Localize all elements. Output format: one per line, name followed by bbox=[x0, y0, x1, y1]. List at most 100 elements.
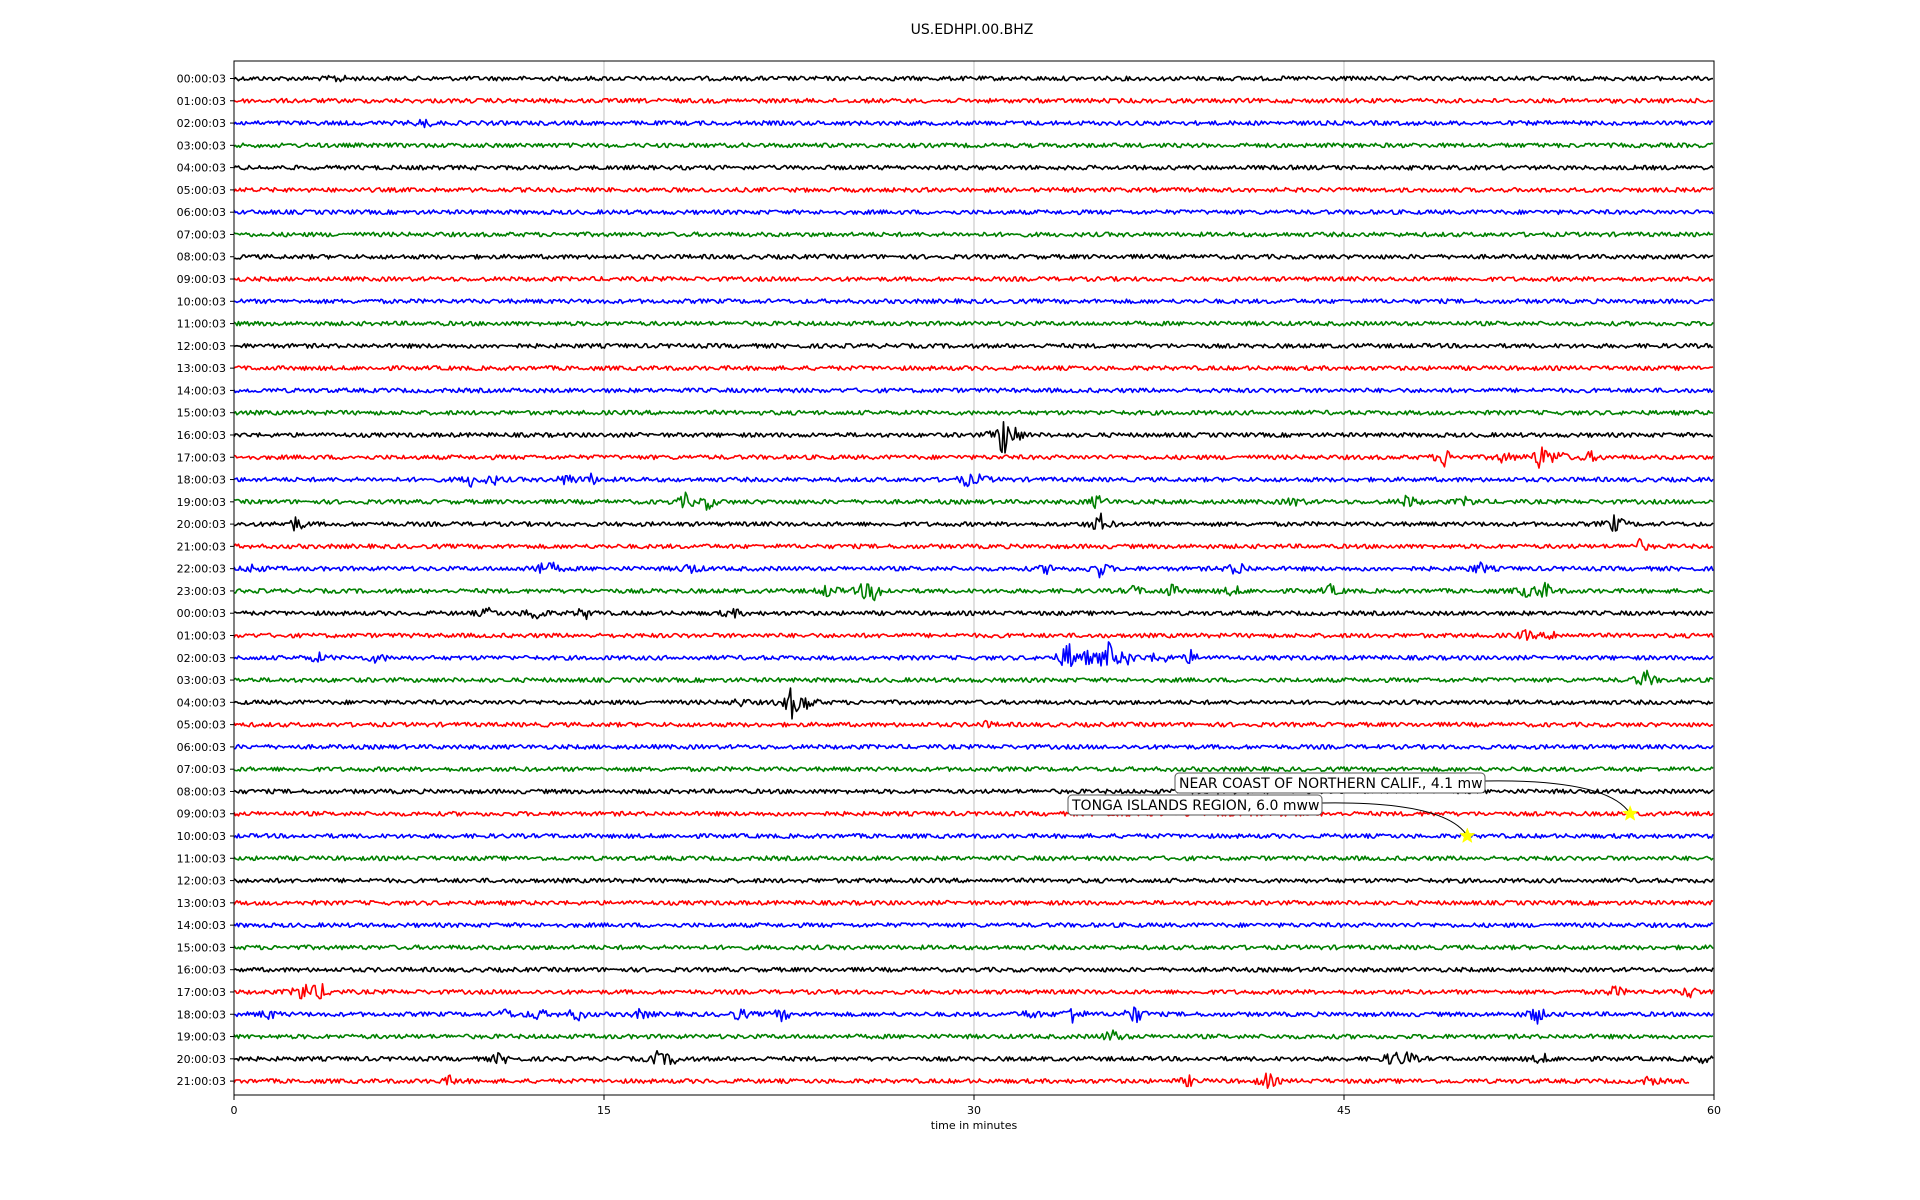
x-tick-label: 15 bbox=[597, 1104, 611, 1117]
trace-line bbox=[233, 669, 1714, 686]
y-tick-label: 14:00:03 bbox=[177, 919, 226, 932]
y-tick-label: 08:00:03 bbox=[177, 251, 226, 264]
trace-line bbox=[233, 922, 1714, 929]
trace-line bbox=[233, 421, 1714, 454]
trace-line bbox=[233, 186, 1714, 193]
y-tick-label: 14:00:03 bbox=[177, 384, 226, 397]
y-tick-label: 05:00:03 bbox=[177, 719, 226, 732]
y-tick-label: 06:00:03 bbox=[177, 741, 226, 754]
annotation-box bbox=[1174, 772, 1486, 794]
trace-line bbox=[233, 966, 1714, 973]
trace-line bbox=[233, 766, 1714, 773]
trace-line bbox=[233, 253, 1714, 260]
y-tick-label: 16:00:03 bbox=[177, 429, 226, 442]
trace-line bbox=[233, 899, 1714, 906]
x-axis-label: time in minutes bbox=[931, 1119, 1018, 1132]
trace-line bbox=[233, 1029, 1714, 1041]
y-tick-label: 00:00:03 bbox=[177, 607, 226, 620]
trace-line bbox=[233, 387, 1714, 394]
y-tick-label: 17:00:03 bbox=[177, 451, 226, 464]
y-tick-label: 22:00:03 bbox=[177, 563, 226, 576]
y-tick-label: 01:00:03 bbox=[177, 630, 226, 643]
annotation-box bbox=[1067, 794, 1323, 816]
y-tick-label: 13:00:03 bbox=[177, 897, 226, 910]
trace-line bbox=[233, 687, 1714, 720]
y-tick-label: 10:00:03 bbox=[177, 830, 226, 843]
trace-line bbox=[233, 833, 1714, 840]
x-tick-label: 0 bbox=[231, 1104, 238, 1117]
y-tick-label: 01:00:03 bbox=[177, 95, 226, 108]
y-tick-label: 02:00:03 bbox=[177, 652, 226, 665]
y-tick-labels: 00:00:03 01:00:03 02:00:03 03:00:03 04:00:03… bbox=[177, 73, 234, 1088]
trace-line bbox=[233, 743, 1714, 750]
y-tick-label: 08:00:03 bbox=[177, 785, 226, 798]
trace-line bbox=[233, 1072, 1690, 1089]
y-tick-label: 23:00:03 bbox=[177, 585, 226, 598]
event-annotations: NEAR COAST OF NORTHERN CALIF., 4.1 mw TON… bbox=[1067, 772, 1639, 844]
trace-line bbox=[233, 365, 1714, 372]
y-tick-label: 07:00:03 bbox=[177, 228, 226, 241]
annotation-label: TONGA ISLANDS REGION, 6.0 mww bbox=[1071, 798, 1319, 814]
trace-line bbox=[233, 512, 1714, 532]
trace-line bbox=[233, 118, 1714, 129]
y-tick-label: 12:00:03 bbox=[177, 340, 226, 353]
y-tick-label: 13:00:03 bbox=[177, 362, 226, 375]
y-tick-label: 06:00:03 bbox=[177, 206, 226, 219]
trace-line bbox=[233, 537, 1714, 551]
traces bbox=[233, 74, 1714, 1089]
trace-line bbox=[233, 561, 1714, 579]
x-ticks: 0 15 30 45 60 bbox=[231, 1095, 1721, 1117]
x-tick-label: 30 bbox=[967, 1104, 981, 1117]
trace-line bbox=[233, 788, 1714, 795]
y-tick-label: 21:00:03 bbox=[177, 1075, 226, 1088]
x-tick-label: 45 bbox=[1337, 1104, 1351, 1117]
y-tick-label: 19:00:03 bbox=[177, 496, 226, 509]
chart-title: US.EDHPI.00.BHZ bbox=[911, 22, 1034, 38]
y-tick-label: 16:00:03 bbox=[177, 964, 226, 977]
trace-line bbox=[233, 472, 1714, 488]
y-tick-label: 17:00:03 bbox=[177, 986, 226, 999]
y-tick-label: 11:00:03 bbox=[177, 852, 226, 865]
trace-line bbox=[233, 276, 1714, 283]
trace-line bbox=[233, 142, 1714, 149]
y-tick-label: 15:00:03 bbox=[177, 941, 226, 954]
trace-line bbox=[233, 641, 1714, 668]
trace-line bbox=[233, 298, 1714, 305]
y-tick-label: 15:00:03 bbox=[177, 407, 226, 420]
trace-line bbox=[233, 209, 1714, 216]
trace-line bbox=[233, 855, 1714, 862]
y-tick-label: 04:00:03 bbox=[177, 696, 226, 709]
trace-line bbox=[233, 446, 1714, 469]
trace-line bbox=[233, 982, 1714, 1000]
y-tick-label: 09:00:03 bbox=[177, 808, 226, 821]
y-tick-label: 18:00:03 bbox=[177, 1008, 226, 1021]
trace-line bbox=[233, 1006, 1714, 1025]
trace-line bbox=[233, 810, 1714, 817]
y-tick-label: 04:00:03 bbox=[177, 162, 226, 175]
y-tick-label: 11:00:03 bbox=[177, 318, 226, 331]
trace-line bbox=[233, 409, 1714, 416]
trace-line bbox=[233, 74, 1714, 83]
y-tick-label: 02:00:03 bbox=[177, 117, 226, 130]
trace-line bbox=[233, 877, 1714, 884]
y-tick-label: 07:00:03 bbox=[177, 763, 226, 776]
trace-line bbox=[233, 491, 1714, 511]
y-tick-label: 20:00:03 bbox=[177, 1053, 226, 1066]
grid-lines bbox=[603, 61, 1345, 1095]
trace-line bbox=[233, 629, 1714, 641]
trace-line bbox=[233, 231, 1714, 238]
annotation-connector bbox=[1484, 780, 1631, 815]
trace-line bbox=[233, 342, 1714, 349]
y-tick-label: 10:00:03 bbox=[177, 295, 226, 308]
trace-line bbox=[233, 97, 1714, 104]
y-tick-label: 05:00:03 bbox=[177, 184, 226, 197]
trace-line bbox=[233, 719, 1714, 729]
y-tick-label: 21:00:03 bbox=[177, 540, 226, 553]
y-tick-label: 00:00:03 bbox=[177, 73, 226, 86]
annotation-label: NEAR COAST OF NORTHERN CALIF., 4.1 mw bbox=[1179, 776, 1483, 792]
y-tick-label: 03:00:03 bbox=[177, 674, 226, 687]
trace-line bbox=[233, 606, 1714, 621]
event-star-marker bbox=[1621, 804, 1639, 821]
x-tick-label: 60 bbox=[1707, 1104, 1721, 1117]
